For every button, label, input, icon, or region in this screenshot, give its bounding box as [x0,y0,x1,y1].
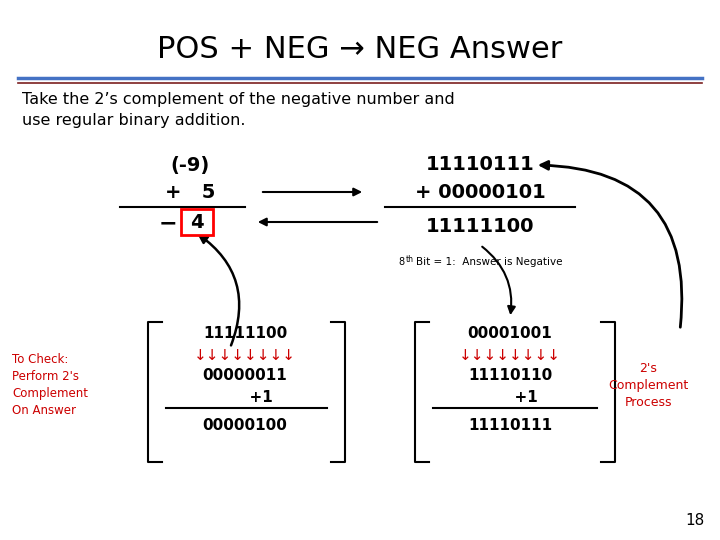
Text: + 00000101: + 00000101 [415,183,545,201]
Text: 11110110: 11110110 [468,368,552,383]
Text: 00000011: 00000011 [202,368,287,383]
Text: 00001001: 00001001 [467,326,552,341]
Text: 11111100: 11111100 [426,218,534,237]
Text: 2's
Complement
Process: 2's Complement Process [608,361,688,408]
Text: 18: 18 [685,513,705,528]
Text: To Check:
Perform 2's
Complement
On Answer: To Check: Perform 2's Complement On Answ… [12,353,88,417]
Text: 11111100: 11111100 [203,326,287,341]
Text: Take the 2’s complement of the negative number and
use regular binary addition.: Take the 2’s complement of the negative … [22,92,455,128]
Text: 8: 8 [398,257,404,267]
Text: +1: +1 [482,389,537,404]
Text: ↓↓↓↓↓↓↓↓: ↓↓↓↓↓↓↓↓ [459,348,561,362]
Text: th: th [406,254,414,264]
Text: −: − [158,213,177,233]
Text: 11110111: 11110111 [468,417,552,433]
Text: (-9): (-9) [171,156,210,174]
Text: +   5: + 5 [165,183,215,201]
Text: Bit = 1:  Answer is Negative: Bit = 1: Answer is Negative [416,257,562,267]
FancyBboxPatch shape [181,209,213,235]
Text: ↓↓↓↓↓↓↓↓: ↓↓↓↓↓↓↓↓ [194,348,296,362]
Text: POS + NEG → NEG Answer: POS + NEG → NEG Answer [157,35,563,64]
Text: 00000100: 00000100 [202,417,287,433]
Text: 11110111: 11110111 [426,156,534,174]
Text: +1: +1 [217,389,272,404]
Text: 4: 4 [190,213,204,232]
